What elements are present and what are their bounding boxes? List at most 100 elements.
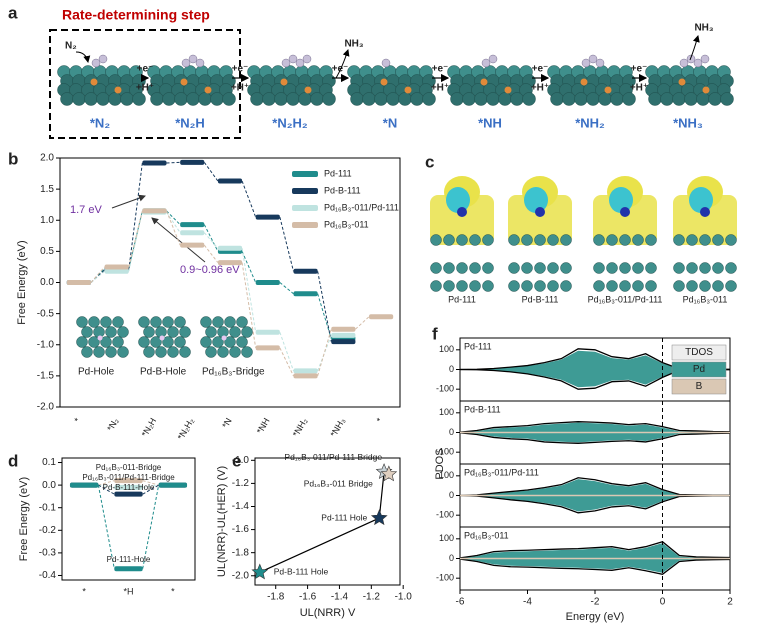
inset-label: Pd-Hole — [78, 367, 115, 378]
inset-atom — [76, 336, 88, 348]
x-tick-label: *NH — [255, 416, 272, 435]
x-tick-label: *N₂H — [140, 416, 159, 438]
inset-atom — [205, 326, 217, 338]
inset-atom — [112, 336, 124, 348]
y-tick-label: -100 — [436, 510, 454, 520]
point-label: Pd-111 Hole — [321, 512, 367, 522]
slab-atom — [684, 92, 698, 106]
inset-atom — [150, 316, 162, 328]
state-label: *N₂H — [175, 115, 205, 130]
inset-atom — [205, 346, 217, 358]
slab-atom — [593, 234, 605, 246]
slab-atom — [586, 92, 600, 106]
inset-atom — [162, 336, 174, 348]
pd-area — [460, 350, 730, 370]
rds-box — [49, 29, 241, 139]
annotation-arrow — [111, 194, 146, 209]
y-tick-label: 1.5 — [40, 184, 54, 195]
slab-atom — [443, 280, 455, 292]
connector — [317, 293, 332, 339]
level-label: Pd-111-Hole — [107, 555, 151, 564]
slab-atom — [456, 234, 468, 246]
scatter-point — [251, 563, 269, 580]
tdos-line — [459, 432, 731, 444]
slab-atom — [593, 262, 605, 274]
slab-atom — [534, 262, 546, 274]
inset-atom — [81, 346, 93, 358]
x-tick-label: *N — [220, 416, 234, 430]
slab-atom — [686, 262, 698, 274]
center-atom — [535, 207, 545, 217]
inset-atom — [212, 336, 224, 348]
slab-atom — [410, 92, 424, 106]
slab-atom — [274, 92, 288, 106]
slab-atom — [712, 262, 724, 274]
inset-atom — [236, 316, 248, 328]
tdos-line — [459, 494, 730, 514]
slab-atom — [560, 262, 572, 274]
slab-atom — [450, 92, 464, 106]
adsorbate-atom — [91, 58, 101, 68]
adsorbate-atom — [686, 54, 696, 64]
y-tick-label: 100 — [439, 344, 454, 354]
x-tick-label: * — [171, 586, 175, 596]
x-tick-label: * — [72, 416, 83, 424]
slab-atom — [198, 92, 212, 106]
inset-atom — [143, 346, 155, 358]
inset-atom — [217, 346, 229, 358]
slab-atom — [610, 92, 624, 106]
slab-atom — [469, 234, 481, 246]
slab-atom — [712, 280, 724, 292]
slab-atom — [619, 280, 631, 292]
y-tick-label: -0.3 — [39, 548, 57, 559]
slab-atom — [443, 234, 455, 246]
inset-atom — [100, 336, 112, 348]
slab-atom — [708, 92, 722, 106]
energy-level — [293, 291, 318, 297]
slab-atom — [286, 92, 300, 106]
slab-atom — [456, 280, 468, 292]
slab-atom — [508, 234, 520, 246]
x-axis-label: UL(NRR) V — [300, 607, 356, 619]
slab-atom — [522, 92, 536, 106]
slab-atom — [660, 92, 674, 106]
energy-level — [255, 214, 280, 220]
energy-level — [255, 345, 280, 351]
connector — [98, 484, 115, 488]
slab-atom — [398, 92, 412, 106]
adsorbate-atom — [595, 58, 605, 68]
connector — [203, 232, 219, 249]
slab-atom — [593, 280, 605, 292]
center-atom — [620, 207, 630, 217]
energy-level — [180, 159, 205, 165]
inset-label: Pd₁₆B₃-Bridge — [202, 367, 265, 378]
release-arrow — [689, 35, 700, 61]
state-label: *NH₂ — [575, 115, 605, 130]
subplot-label: Pd₁₆B₃-011 — [464, 530, 509, 540]
point-label: Pd₁₆B₃-011/Pd-111 Bridge — [284, 452, 382, 462]
inset-atom — [200, 336, 212, 348]
structure-label: Pd₁₆B₃-011 — [683, 294, 728, 304]
slab-atom — [84, 92, 98, 106]
connector — [90, 268, 105, 283]
release-label: NH₃ — [344, 39, 363, 50]
slab-atom — [422, 92, 436, 106]
connector — [97, 485, 115, 569]
slab-atom — [686, 234, 698, 246]
b-atom — [504, 86, 512, 94]
slab-atom — [547, 280, 559, 292]
slab-atom — [374, 92, 388, 106]
subplot-label: Pd-B-111 — [464, 404, 501, 414]
charge-lobe — [430, 195, 494, 245]
point-label: Pd-B-111 Hole — [274, 567, 329, 577]
b-atom — [90, 78, 98, 86]
release-arrow — [335, 49, 350, 79]
inset-atom — [229, 326, 241, 338]
energy-level — [104, 264, 129, 270]
step-top: +e⁻ — [432, 64, 449, 75]
adsorbate-atom — [381, 58, 391, 68]
inset-atom — [241, 326, 253, 338]
energy-level — [293, 268, 318, 274]
adsorbate-atom — [481, 58, 491, 68]
b-atom — [480, 78, 488, 86]
